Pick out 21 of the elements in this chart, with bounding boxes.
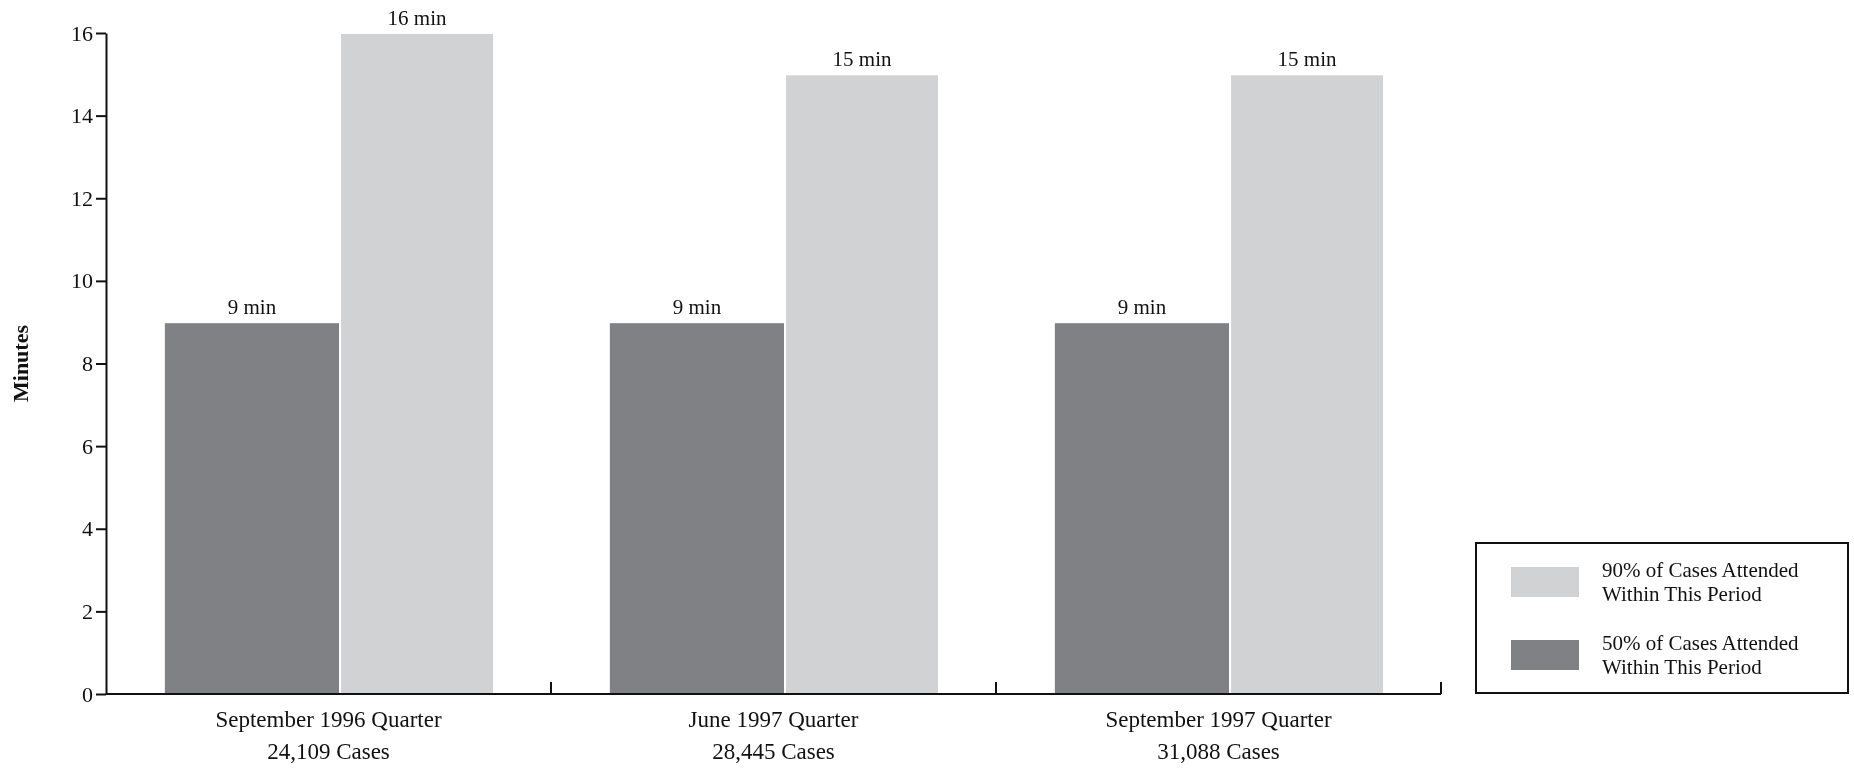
y-tick-label: 12 (71, 185, 93, 211)
y-tick-label: 8 (82, 351, 93, 377)
data-label: 9 min (1117, 295, 1167, 320)
data-label: 9 min (672, 295, 722, 320)
y-tick-label: 2 (82, 598, 93, 624)
x-tick-label: September 1997 Quarter 31,088 Cases (1105, 707, 1332, 764)
y-tick-label: 14 (71, 103, 93, 129)
y-tick-label: 4 (82, 516, 93, 542)
x-tick-label: September 1996 Quarter 24,109 Cases (215, 707, 442, 764)
x-tick-label: June 1997 Quarter 28,445 Cases (688, 707, 859, 764)
data-label: 15 min (1277, 47, 1338, 72)
legend-label: 90% of Cases Attended Within This Period (1602, 558, 1800, 606)
y-tick-label: 16 (71, 20, 93, 46)
y-tick-label: 6 (82, 433, 93, 459)
y-axis-title: Minutes (8, 324, 33, 402)
legend-label: 50% of Cases Attended Within This Period (1602, 631, 1800, 679)
data-label: 9 min (227, 295, 277, 320)
y-tick-label: 0 (82, 681, 93, 707)
data-label: 15 min (832, 47, 893, 72)
data-label: 16 min (387, 6, 448, 30)
y-tick-label: 10 (71, 268, 93, 294)
